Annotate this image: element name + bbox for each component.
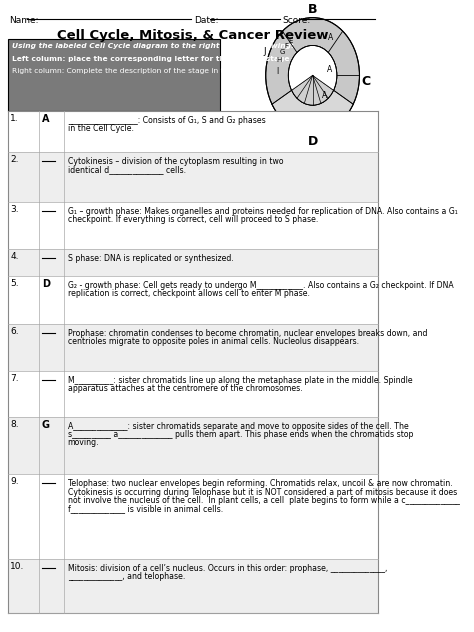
Text: Cytokinesis is occurring during Telophase but it is NOT considered a part of mit: Cytokinesis is occurring during Telophas…: [68, 487, 457, 497]
Text: H: H: [276, 58, 282, 63]
Wedge shape: [292, 75, 334, 105]
Text: 1.: 1.: [10, 114, 19, 123]
Text: 7.: 7.: [10, 374, 19, 383]
Text: G₂ - growth phase: Cell gets ready to undergo M____________. Also contains a G₂ : G₂ - growth phase: Cell gets ready to un…: [68, 281, 453, 290]
Text: identical d______________ cells.: identical d______________ cells.: [68, 166, 186, 174]
Text: 2.: 2.: [10, 155, 19, 164]
Text: G₁ – growth phase: Makes organelles and proteins needed for replication of DNA. : G₁ – growth phase: Makes organelles and …: [68, 207, 457, 216]
Text: A______________: sister chromatids separate and move to opposite sides of the ce: A______________: sister chromatids separ…: [68, 422, 409, 430]
FancyBboxPatch shape: [8, 250, 378, 276]
Wedge shape: [272, 90, 353, 133]
Text: __________________: Consists of G₁, S and G₂ phases: __________________: Consists of G₁, S an…: [68, 116, 265, 125]
Text: E: E: [289, 38, 293, 44]
Text: Right column: Complete the description of the stage in the: Right column: Complete the description o…: [12, 68, 233, 75]
Text: 6.: 6.: [10, 327, 19, 336]
Wedge shape: [266, 18, 359, 133]
Text: Cell Cycle, Mitosis, & Cancer Review: Cell Cycle, Mitosis, & Cancer Review: [57, 28, 328, 42]
Text: Telophase: two nuclear envelopes begin reforming. Chromatids relax, uncoil & are: Telophase: two nuclear envelopes begin r…: [68, 480, 452, 489]
Wedge shape: [288, 46, 337, 90]
Text: D: D: [42, 279, 50, 289]
Text: checkpoint. If everything is correct, cell will proceed to S phase.: checkpoint. If everything is correct, ce…: [68, 215, 318, 224]
Text: S phase: DNA is replicated or synthesized.: S phase: DNA is replicated or synthesize…: [68, 255, 234, 264]
Text: Cytokinesis – division of the cytoplasm resulting in two: Cytokinesis – division of the cytoplasm …: [68, 157, 283, 166]
Text: 10.: 10.: [10, 562, 25, 571]
Text: apparatus attaches at the centromere of the chromosomes.: apparatus attaches at the centromere of …: [68, 384, 302, 393]
FancyBboxPatch shape: [8, 475, 378, 559]
Text: Using the labeled Cell Cycle diagram to the right do the following:: Using the labeled Cell Cycle diagram to …: [12, 42, 294, 49]
Text: I: I: [276, 67, 278, 76]
Text: F: F: [284, 43, 288, 49]
Text: D: D: [308, 135, 318, 147]
Text: B: B: [308, 3, 318, 16]
Text: f______________ is visible in animal cells.: f______________ is visible in animal cel…: [68, 504, 223, 513]
Text: centrioles migrate to opposite poles in animal cells. Nucleolus disappears.: centrioles migrate to opposite poles in …: [68, 337, 359, 346]
Text: moving.: moving.: [68, 438, 99, 447]
Text: J: J: [264, 47, 266, 56]
Text: A: A: [42, 114, 49, 124]
Text: 4.: 4.: [10, 252, 19, 262]
Text: Score:: Score:: [283, 16, 311, 25]
FancyBboxPatch shape: [8, 416, 378, 475]
Text: replication is correct, checkpoint allows cell to enter M phase.: replication is correct, checkpoint allow…: [68, 289, 310, 298]
Text: not involve the nucleus of the cell.  In plant cells, a cell  plate begins to fo: not involve the nucleus of the cell. In …: [68, 495, 460, 505]
Text: Prophase: chromatin condenses to become chromatin, nuclear envelopes breaks down: Prophase: chromatin condenses to become …: [68, 329, 427, 337]
Text: Name:: Name:: [9, 16, 39, 25]
Text: A: A: [328, 33, 333, 42]
Text: ______________, and telophase.: ______________, and telophase.: [68, 572, 185, 581]
Text: C: C: [361, 75, 370, 88]
FancyBboxPatch shape: [8, 202, 378, 250]
FancyBboxPatch shape: [8, 371, 378, 416]
Text: A: A: [321, 91, 327, 100]
Text: M__________: sister chromatids line up along the metaphase plate in the middle. : M__________: sister chromatids line up a…: [68, 376, 412, 386]
Text: in the Cell Cycle.: in the Cell Cycle.: [68, 125, 134, 133]
Text: 3.: 3.: [10, 205, 19, 214]
Text: 5.: 5.: [10, 279, 19, 288]
Text: G: G: [280, 49, 285, 55]
Text: A: A: [327, 65, 332, 74]
Text: Left column: place the corresponding letter for the correct stage: Left column: place the corresponding let…: [12, 56, 290, 63]
Text: Date:: Date:: [194, 16, 218, 25]
FancyBboxPatch shape: [8, 111, 378, 152]
Text: 8.: 8.: [10, 420, 19, 428]
Text: G: G: [42, 420, 50, 430]
Text: Mitosis: division of a cell’s nucleus. Occurs in this order: prophase, _________: Mitosis: division of a cell’s nucleus. O…: [68, 564, 387, 573]
FancyBboxPatch shape: [8, 559, 378, 612]
FancyBboxPatch shape: [8, 276, 378, 324]
FancyBboxPatch shape: [8, 39, 219, 111]
FancyBboxPatch shape: [8, 324, 378, 371]
Text: s__________ a______________ pulls them apart. This phase ends when the chromatid: s__________ a______________ pulls them a…: [68, 430, 413, 439]
Text: 9.: 9.: [10, 477, 19, 487]
FancyBboxPatch shape: [8, 152, 378, 202]
